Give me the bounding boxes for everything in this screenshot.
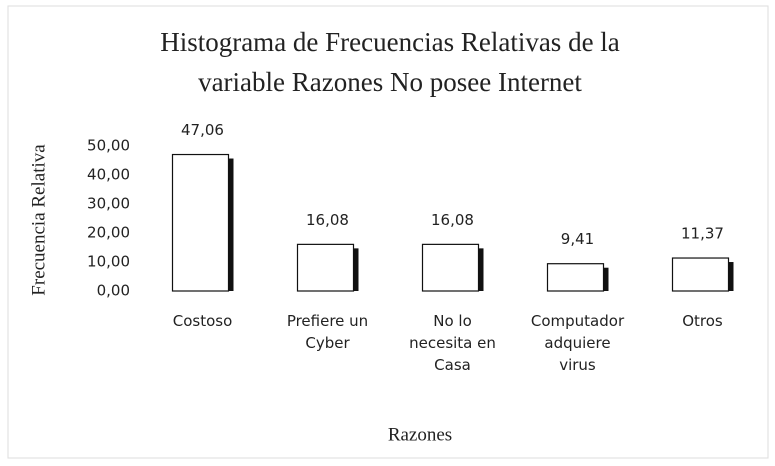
x-tick-label-box: Costoso (172, 312, 233, 330)
x-tick-label: Otros (682, 312, 723, 330)
y-tick-label: 10,00 (87, 253, 130, 271)
bar-shadow (603, 267, 609, 291)
bar-shadow (228, 158, 234, 291)
bar-shadow (353, 248, 359, 291)
value-label: 9,41 (561, 230, 594, 248)
bar-shadow (728, 262, 734, 291)
y-tick-label: 40,00 (87, 166, 130, 184)
value-label: 16,08 (306, 211, 349, 229)
bar (421, 243, 480, 292)
bar (671, 257, 730, 292)
bar (296, 243, 355, 292)
y-tick-label: 30,00 (87, 195, 130, 213)
x-tick-label: Computador adquiere virus (530, 312, 625, 374)
chart-frame (7, 5, 769, 459)
chart-title: variable Razones No posee Internet (198, 67, 582, 97)
chart-title: Histograma de Frecuencias Relativas de l… (160, 27, 620, 57)
x-tick-label-box: Prefiere un Cyber (286, 312, 369, 352)
x-tick-label: Costoso (172, 312, 233, 330)
value-label: 11,37 (681, 225, 724, 243)
x-tick-label: No lo necesita en Casa (409, 312, 496, 374)
x-tick-label-box: Otros (682, 312, 723, 330)
y-tick-label: 50,00 (87, 137, 130, 155)
bar (171, 153, 230, 292)
x-tick-label: Prefiere un Cyber (286, 312, 369, 352)
x-tick-label-box: No lo necesita en Casa (409, 312, 496, 374)
value-label: 47,06 (181, 121, 224, 139)
x-axis-label: Razones (388, 424, 452, 445)
value-label: 16,08 (431, 211, 474, 229)
bar (546, 263, 605, 292)
y-tick-label: 0,00 (97, 282, 130, 300)
y-tick-label: 20,00 (87, 224, 130, 242)
x-tick-label-box: Computador adquiere virus (530, 312, 625, 374)
y-axis-label: Frecuencia Relativa (28, 144, 49, 296)
bar-shadow (478, 248, 484, 291)
